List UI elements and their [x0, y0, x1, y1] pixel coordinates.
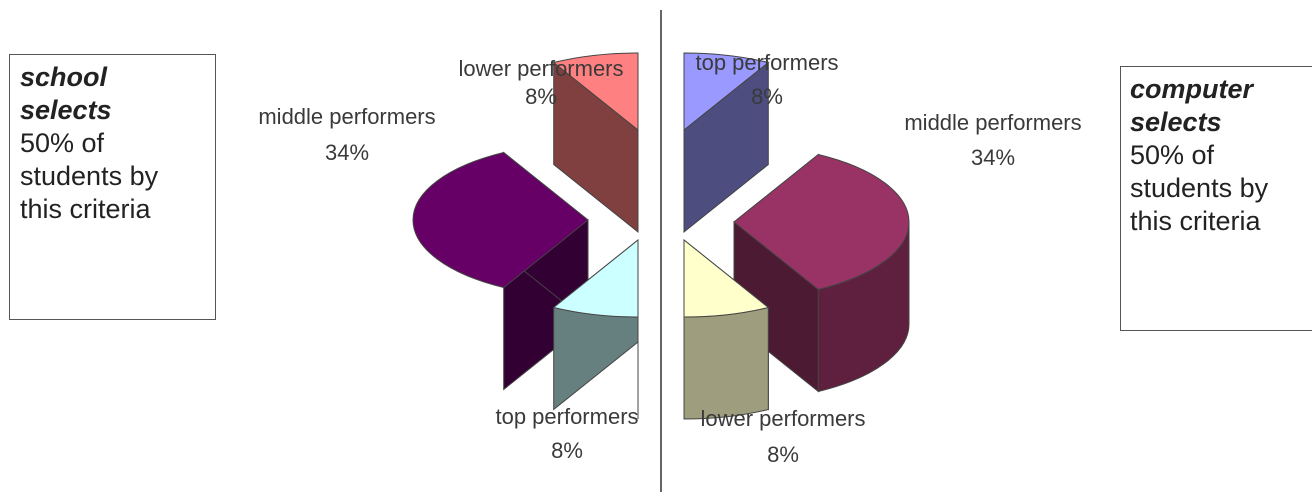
left-box-body-1: 50% of: [20, 128, 105, 158]
left-box-title-1: school: [20, 62, 108, 92]
right-box-body-1: 50% of: [1130, 140, 1215, 170]
computer-selects-box: computer selects 50% of students by this…: [1120, 66, 1312, 331]
right-slice-top-performers-top: [683, 52, 770, 132]
left-box-title-2: selects: [20, 95, 112, 125]
right-lower-performers-label: lower performers: [700, 406, 865, 431]
left-box-body-3: this criteria: [20, 194, 151, 224]
pies-layer: [412, 52, 910, 420]
left-top-performers-label: top performers: [495, 404, 638, 429]
labels-layer: lower performers 8% middle performers 34% to…: [258, 50, 1081, 467]
left-middle-performers-percent: 34%: [325, 140, 369, 165]
left-slice-lower-performers: [552, 52, 639, 234]
left-slice-middle-performers-top: [412, 151, 589, 289]
left-slice-top-performers: [552, 238, 639, 419]
right-box-title-1: computer: [1130, 74, 1254, 104]
school-selects-box: school selects 50% of students by this c…: [9, 54, 216, 320]
left-slice-lower-performers-top: [552, 52, 639, 132]
right-slice-lower-performers: [683, 238, 770, 420]
left-box-body-2: students by: [20, 161, 159, 191]
right-lower-performers-percent: 8%: [767, 442, 799, 467]
right-top-performers-percent: 8%: [751, 84, 783, 109]
right-box-title-2: selects: [1130, 107, 1222, 137]
right-box-body-3: this criteria: [1130, 206, 1261, 236]
right-slice-top-performers: [683, 52, 770, 234]
left-lower-performers-percent: 8%: [525, 84, 557, 109]
right-slice-middle-performers: [733, 153, 910, 393]
right-box-body-2: students by: [1130, 173, 1269, 203]
left-middle-performers-label: middle performers: [258, 104, 435, 129]
right-middle-performers-percent: 34%: [971, 145, 1015, 170]
left-slice-middle-performers: [412, 151, 589, 391]
left-lower-performers-label: lower performers: [458, 56, 623, 81]
right-middle-performers-label: middle performers: [904, 110, 1081, 135]
left-top-performers-percent: 8%: [551, 438, 583, 463]
right-slice-lower-performers-top: [683, 238, 770, 318]
left-slice-top-performers-top: [552, 238, 639, 318]
right-slice-lower-performers-outer-wall: [683, 306, 769, 420]
right-top-performers-label: top performers: [695, 50, 838, 75]
right-slice-middle-performers-top: [733, 153, 910, 291]
